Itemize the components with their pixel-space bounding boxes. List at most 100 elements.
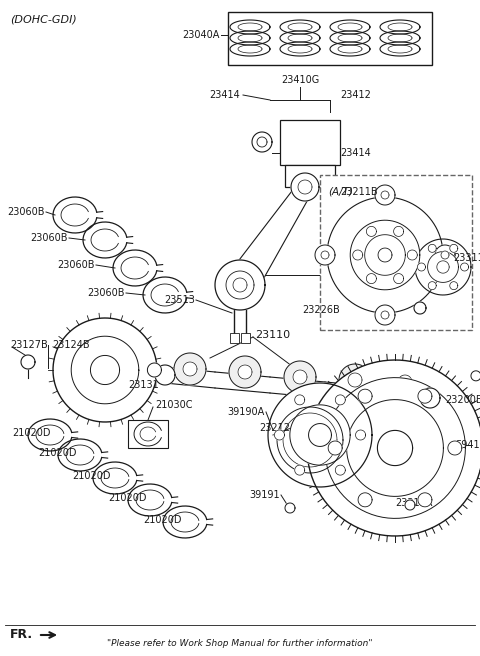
Polygon shape [394,274,404,283]
Bar [228,12,432,65]
Text: 23410G: 23410G [281,75,319,85]
Text: 23414: 23414 [340,148,371,158]
Text: "Please refer to Work Shop Manual for further information": "Please refer to Work Shop Manual for fu… [107,640,373,649]
Polygon shape [389,366,421,398]
Text: 23060B: 23060B [31,233,68,243]
Polygon shape [420,388,440,408]
Polygon shape [339,364,371,396]
Polygon shape [257,137,267,147]
Text: 23060B: 23060B [87,288,125,298]
Text: FR.: FR. [10,628,33,642]
Polygon shape [450,244,458,253]
Polygon shape [284,361,316,393]
Polygon shape [315,245,335,265]
Polygon shape [381,191,389,199]
Polygon shape [381,311,389,319]
Polygon shape [461,263,468,271]
Text: 23124B: 23124B [52,340,90,350]
Polygon shape [435,245,455,265]
Polygon shape [418,389,432,403]
Polygon shape [147,363,161,377]
Polygon shape [233,278,247,292]
Polygon shape [174,353,206,385]
Text: 23200B: 23200B [445,395,480,405]
Polygon shape [450,281,458,290]
Text: (DOHC-GDI): (DOHC-GDI) [10,15,77,25]
Polygon shape [414,302,426,314]
Polygon shape [415,239,471,295]
Polygon shape [21,355,35,369]
Text: 39191: 39191 [250,490,280,500]
Polygon shape [471,371,480,381]
Polygon shape [366,226,376,236]
Polygon shape [307,360,480,536]
Polygon shape [285,503,295,513]
Polygon shape [293,370,307,384]
Polygon shape [356,430,366,440]
Polygon shape [290,405,350,465]
Polygon shape [183,362,197,376]
Text: 23211B: 23211B [340,187,378,197]
Polygon shape [375,305,395,325]
Polygon shape [428,281,436,290]
Polygon shape [291,173,319,201]
Polygon shape [418,263,425,271]
Polygon shape [71,337,139,404]
Polygon shape [428,244,436,253]
Polygon shape [229,356,261,388]
Polygon shape [347,400,444,497]
Polygon shape [378,248,392,262]
Polygon shape [448,441,462,455]
Bar [241,333,250,343]
Polygon shape [327,197,443,313]
Text: 23127B: 23127B [10,340,48,350]
Polygon shape [336,465,345,475]
Polygon shape [407,250,417,260]
Polygon shape [238,365,252,379]
Text: 59418: 59418 [455,440,480,450]
Text: 23060B: 23060B [58,260,95,270]
Bar [320,175,472,330]
Polygon shape [324,378,466,518]
Polygon shape [298,180,312,194]
Polygon shape [309,424,331,447]
Text: 21020D: 21020D [72,471,110,481]
Polygon shape [336,395,345,405]
Polygon shape [90,356,120,384]
Text: 23212: 23212 [259,423,290,433]
Polygon shape [394,226,404,236]
Text: 23226B: 23226B [302,305,340,315]
Text: 23513: 23513 [164,295,195,305]
Polygon shape [348,373,362,387]
Polygon shape [321,251,329,259]
Bar [230,333,239,343]
Polygon shape [226,271,254,299]
Polygon shape [350,220,420,290]
Text: 21020D: 21020D [38,448,76,458]
Polygon shape [375,185,395,205]
Text: 23412: 23412 [340,90,371,100]
Polygon shape [365,235,405,276]
Polygon shape [252,132,272,152]
Polygon shape [428,252,458,282]
Polygon shape [366,274,376,283]
Polygon shape [441,251,449,259]
Text: 23040A: 23040A [182,30,220,40]
Polygon shape [155,365,175,385]
Bar [128,420,168,448]
Polygon shape [358,389,372,403]
Text: 23414: 23414 [209,90,240,100]
Text: 23510: 23510 [360,270,391,280]
Text: 21020D: 21020D [143,515,181,525]
Text: 23311B: 23311B [453,253,480,263]
Text: 23131: 23131 [128,380,159,390]
Polygon shape [405,500,415,510]
Text: (A/T): (A/T) [328,187,353,197]
Text: 23110: 23110 [255,330,290,340]
Text: 21030C: 21030C [155,400,192,410]
Polygon shape [353,250,363,260]
Polygon shape [53,318,157,422]
Polygon shape [418,493,432,507]
Polygon shape [377,430,413,466]
Text: 23060B: 23060B [8,207,45,217]
